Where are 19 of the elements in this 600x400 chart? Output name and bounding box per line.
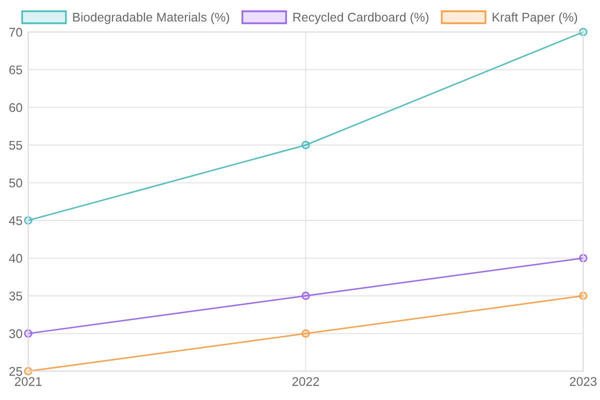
point xyxy=(302,140,310,150)
y-tick-label: 55 xyxy=(9,140,22,150)
legend-label: Recycled Cardboard (%) xyxy=(293,12,428,24)
x-tick-label: 2023 xyxy=(570,377,597,386)
y-tick-label: 50 xyxy=(9,178,22,188)
y-tick-label: 25 xyxy=(9,367,22,376)
legend-label: Kraft Paper (%) xyxy=(492,12,578,24)
legend-label: Biodegradable Materials (%) xyxy=(73,12,230,24)
y-tick-label: 60 xyxy=(9,103,22,112)
y-tick-label: 40 xyxy=(9,254,22,263)
y-tick-label: 70 xyxy=(9,28,22,37)
y-tick-label: 65 xyxy=(9,65,22,74)
y-tick-label: 30 xyxy=(9,329,22,338)
y-tick-label: 35 xyxy=(9,292,22,300)
y-tick-label: 45 xyxy=(9,216,22,226)
x-tick-label: 2022 xyxy=(292,377,319,386)
x-tick-label: 2021 xyxy=(14,377,42,386)
point xyxy=(302,329,310,338)
point xyxy=(302,292,310,300)
